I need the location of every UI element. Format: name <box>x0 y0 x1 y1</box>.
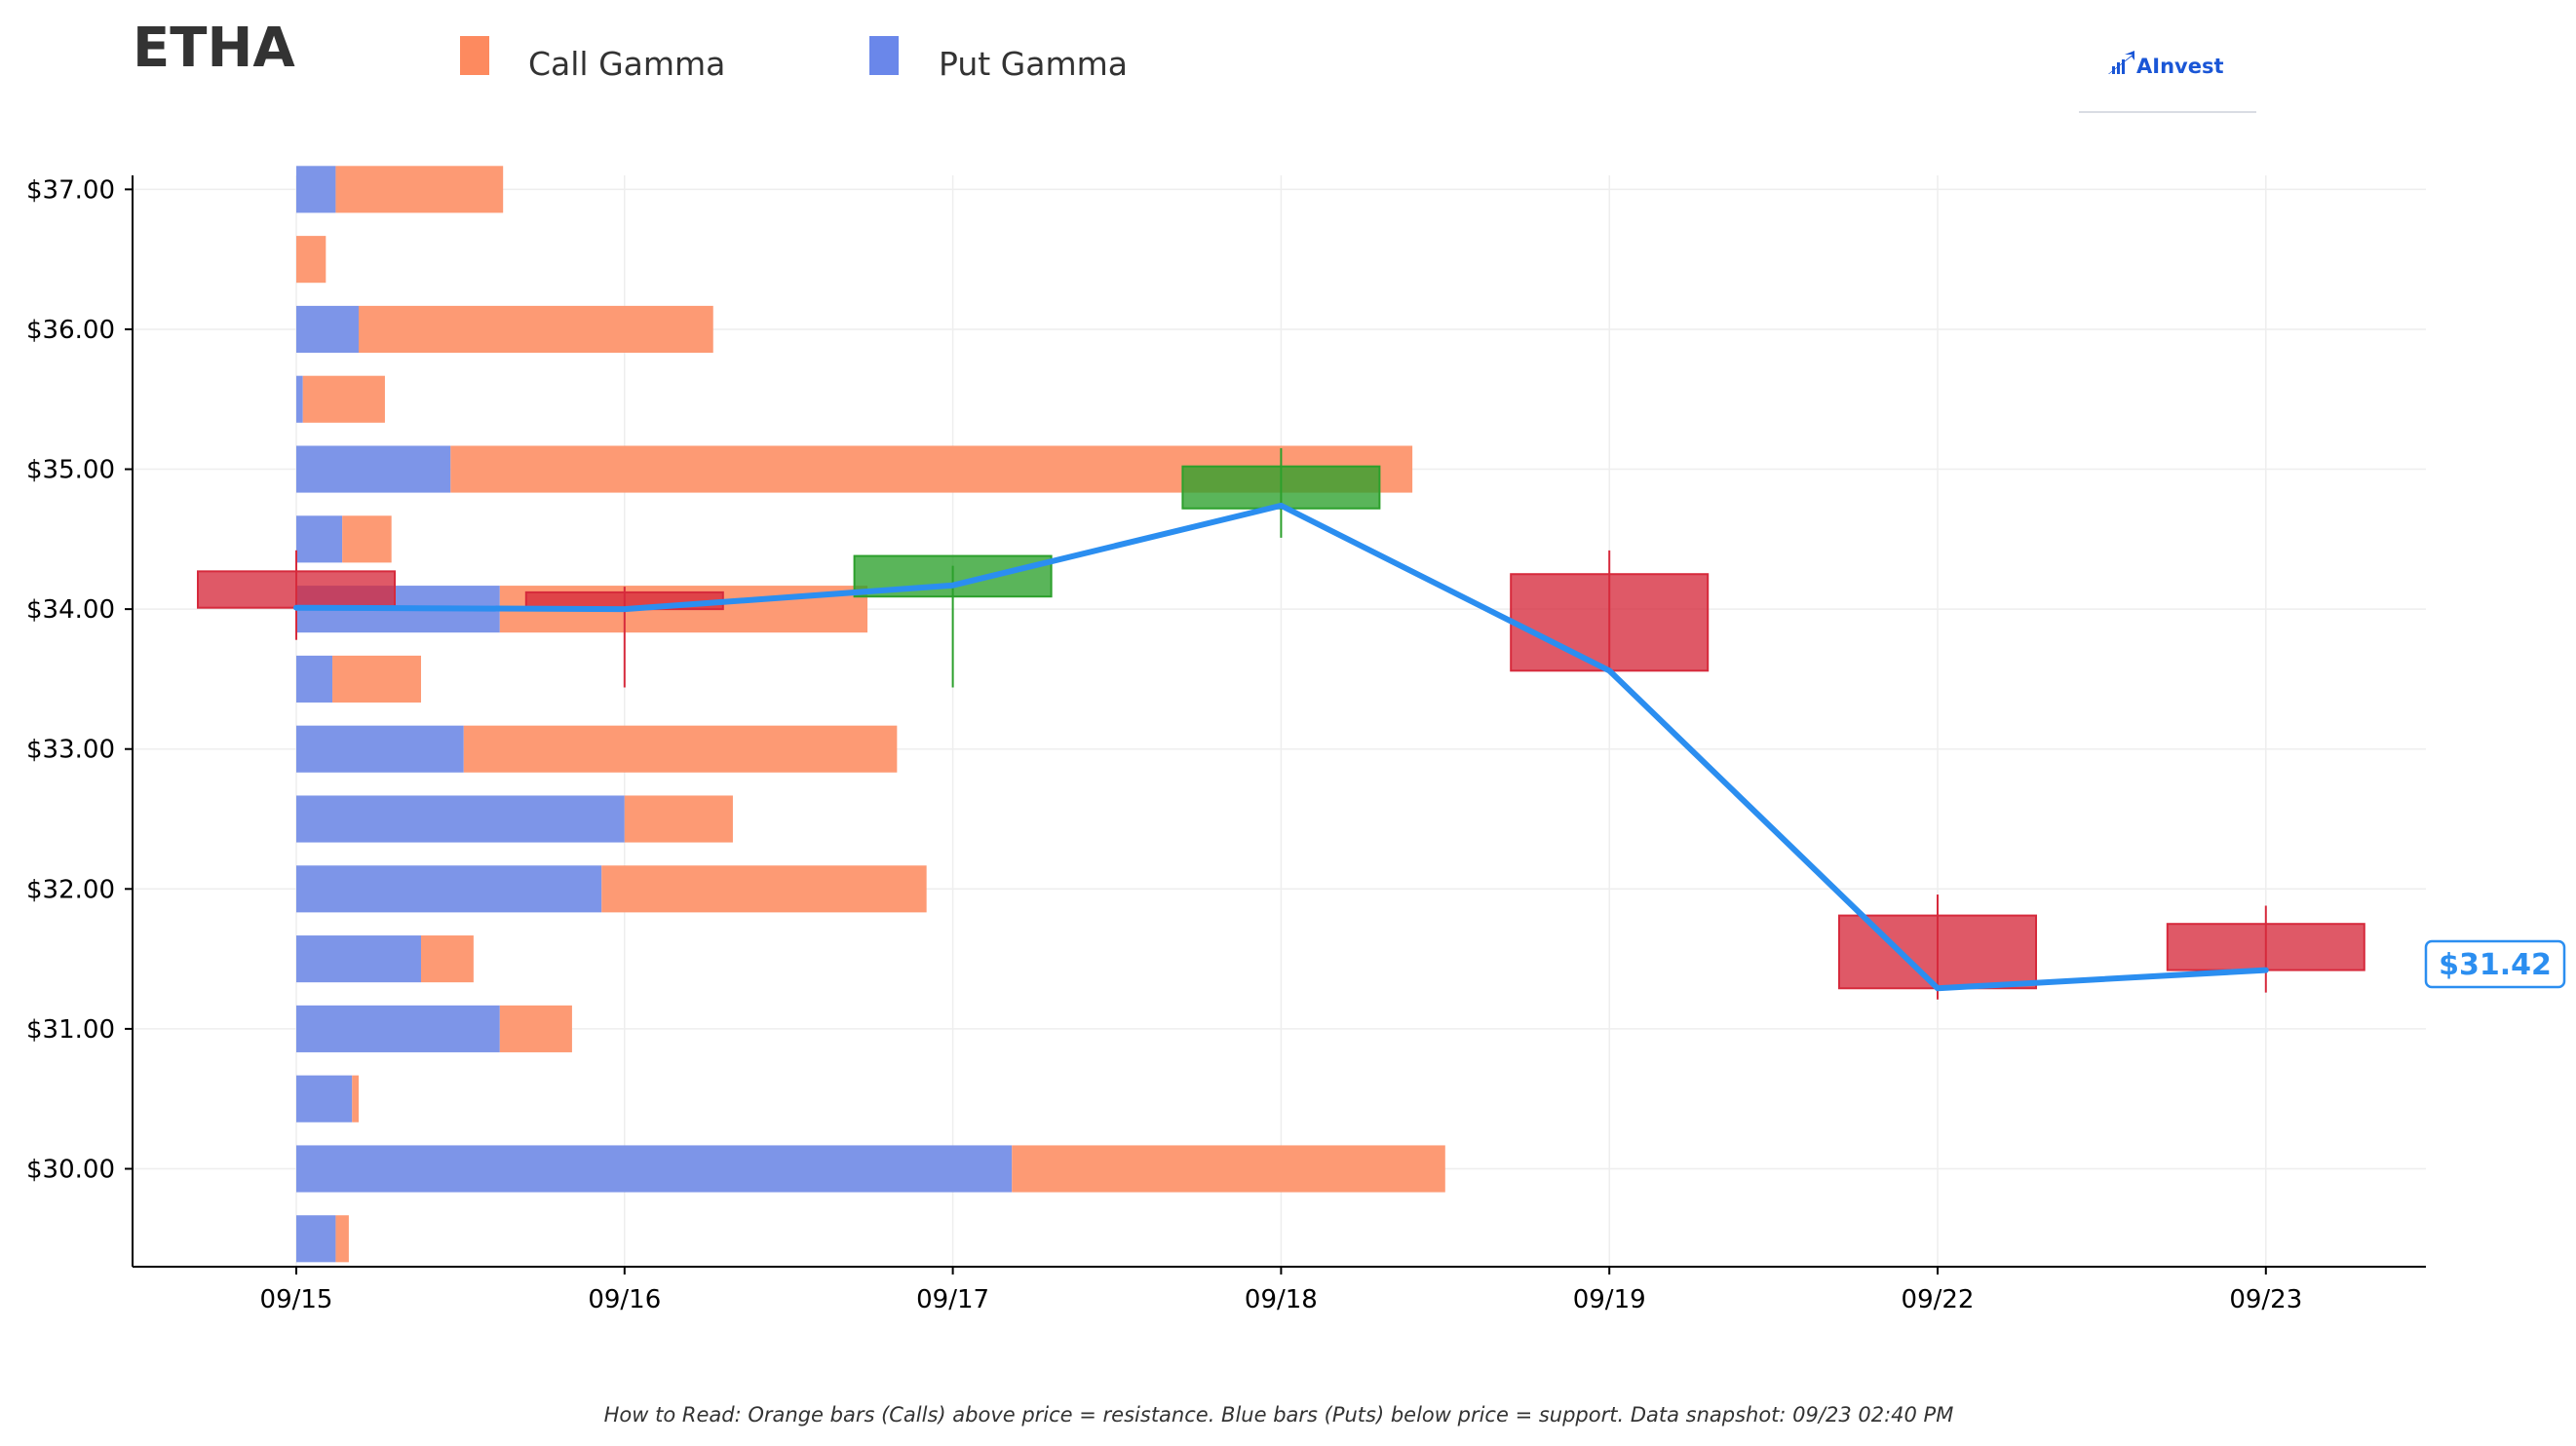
y-tick-label: $37.00 <box>26 175 115 205</box>
y-tick-label: $33.00 <box>26 736 115 765</box>
x-tick-label: 09/16 <box>588 1285 661 1314</box>
put-gamma-bar <box>296 725 464 773</box>
call-gamma-bar <box>1012 1145 1445 1193</box>
call-gamma-bar <box>332 655 421 703</box>
call-gamma-bar <box>342 515 392 563</box>
call-gamma-bar <box>352 1075 359 1123</box>
candlesticks <box>197 448 2365 1000</box>
call-gamma-bar <box>358 305 713 353</box>
footnote: How to Read: Orange bars (Calls) above p… <box>604 1403 1954 1427</box>
put-gamma-bar <box>296 166 336 213</box>
call-gamma-bar <box>499 1005 572 1052</box>
put-gamma-bar <box>296 795 625 843</box>
y-tick-label: $30.00 <box>26 1155 115 1184</box>
y-tick-label: $36.00 <box>26 316 115 345</box>
chart-title: ETHA <box>133 17 295 80</box>
candle-body <box>2166 923 2365 971</box>
put-gamma-bar <box>296 1215 336 1263</box>
last-price-badge: $31.42 <box>2424 939 2566 989</box>
x-tick-label: 09/18 <box>1245 1285 1318 1314</box>
x-tick-label: 09/23 <box>2229 1285 2302 1314</box>
call-gamma-bar <box>420 935 474 983</box>
y-tick-label: $34.00 <box>26 595 115 625</box>
put-gamma-bar <box>296 1075 353 1123</box>
call-gamma-bar <box>601 865 927 913</box>
call-gamma-bar <box>624 795 733 843</box>
candle-body <box>1510 573 1710 672</box>
candle-body <box>1838 914 2037 990</box>
put-gamma-bar <box>296 865 602 913</box>
put-gamma-bar <box>296 655 333 703</box>
price-line <box>293 502 2269 992</box>
call-gamma-bar <box>302 375 385 423</box>
put-gamma-bar <box>296 935 421 983</box>
y-tick-label: $32.00 <box>26 875 115 904</box>
y-tick-label: $35.00 <box>26 456 115 485</box>
x-tick-label: 09/17 <box>916 1285 989 1314</box>
last-price-box <box>2424 939 2566 989</box>
legend-swatch-call <box>460 36 489 75</box>
axes: $30.00 $31.00 $32.00 $33.00 $34.00 $35.00 $36.… <box>26 175 2426 1314</box>
legend-label-call: Call Gamma <box>528 45 725 83</box>
put-gamma-bar <box>296 445 451 493</box>
call-gamma-bar <box>463 725 898 773</box>
put-gamma-bar <box>296 375 303 423</box>
call-gamma-bar <box>335 166 504 213</box>
candle-body <box>197 570 396 609</box>
legend-swatch-put <box>869 36 899 75</box>
candle-body <box>1181 465 1381 510</box>
x-tick-label: 09/19 <box>1573 1285 1646 1314</box>
put-gamma-bar <box>296 515 343 563</box>
brand-label: AInvest <box>2136 55 2224 78</box>
y-tick-label: $31.00 <box>26 1015 115 1045</box>
x-tick-label: 09/22 <box>1902 1285 1975 1314</box>
legend-label-put: Put Gamma <box>939 45 1128 83</box>
call-gamma-bar <box>296 236 327 284</box>
put-gamma-bar <box>296 1005 500 1052</box>
put-gamma-bar <box>296 305 359 353</box>
chart-bars-icon <box>2108 51 2134 74</box>
legend: Call Gamma Put Gamma <box>460 36 1128 83</box>
last-price-label: $31.42 <box>2439 948 2552 982</box>
x-tick-label: 09/15 <box>260 1285 333 1314</box>
price-line-group <box>293 502 2269 992</box>
put-gamma-bar <box>296 1145 1013 1193</box>
brand-logo: AInvest <box>2079 51 2256 113</box>
call-gamma-bar <box>335 1215 349 1263</box>
